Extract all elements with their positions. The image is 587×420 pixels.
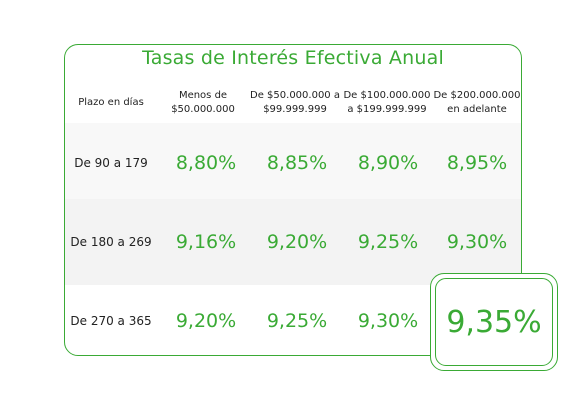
header-col-1: Menos de $50.000.000 [171, 90, 235, 115]
header-col-3: De $100.000.000 a $199.999.999 [343, 90, 431, 115]
row-label-2: De 180 a 269 [70, 235, 152, 249]
header-plazo: Plazo en días [78, 97, 144, 108]
rate-cell: 8,90% [357, 152, 419, 174]
rate-cell: 9,20% [175, 310, 237, 332]
rate-cell: 9,20% [266, 231, 328, 253]
best-rate-value: 9,35% [435, 278, 553, 366]
row-label-1: De 90 a 179 [74, 156, 148, 170]
rate-cell: 9,30% [357, 310, 419, 332]
rate-cell: 9,25% [357, 231, 419, 253]
rate-cell: 8,95% [446, 152, 508, 174]
rates-title: Tasas de Interés Efectiva Anual [142, 47, 444, 69]
rate-cell: 8,85% [266, 152, 328, 174]
best-rate-highlight: 9,35% [430, 273, 558, 371]
rate-cell: 9,16% [175, 231, 237, 253]
rate-cell: 9,30% [446, 231, 508, 253]
rate-cell: 8,80% [175, 152, 237, 174]
row-band-2 [65, 199, 521, 285]
header-col-4: De $200.000.000 en adelante [433, 90, 521, 115]
header-col-2: De $50.000.000 a $99.999.999 [250, 90, 340, 115]
rates-card [64, 44, 522, 356]
row-label-3: De 270 a 365 [70, 314, 152, 328]
rate-cell: 9,25% [266, 310, 328, 332]
row-band-1 [65, 123, 521, 199]
